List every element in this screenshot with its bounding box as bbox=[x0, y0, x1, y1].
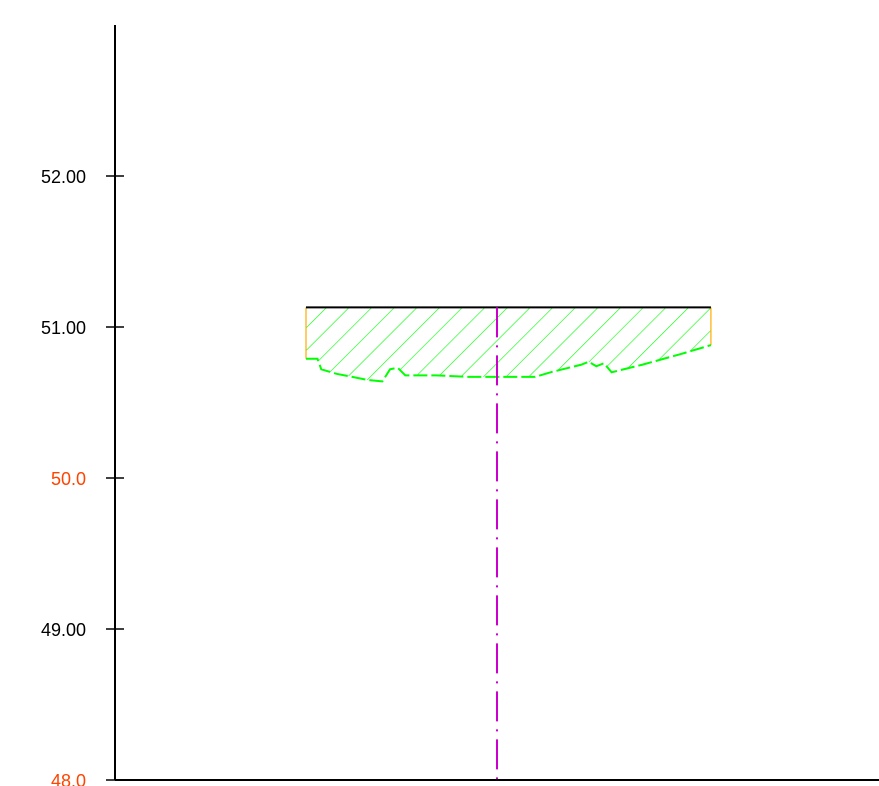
section-layer bbox=[305, 306, 712, 383]
y-axis-ticks: 52.00 51.00 50.0 49.00 48.0 bbox=[41, 167, 124, 786]
y-tick-label: 52.00 bbox=[41, 167, 86, 187]
y-axis bbox=[114, 25, 879, 781]
y-tick-label: 48.0 bbox=[51, 771, 86, 786]
y-tick-label: 49.00 bbox=[41, 620, 86, 640]
y-tick-label: 51.00 bbox=[41, 318, 86, 338]
cut-area-hatch bbox=[306, 307, 711, 382]
y-tick-label: 50.0 bbox=[51, 469, 86, 489]
ground-profile-line bbox=[306, 344, 712, 383]
